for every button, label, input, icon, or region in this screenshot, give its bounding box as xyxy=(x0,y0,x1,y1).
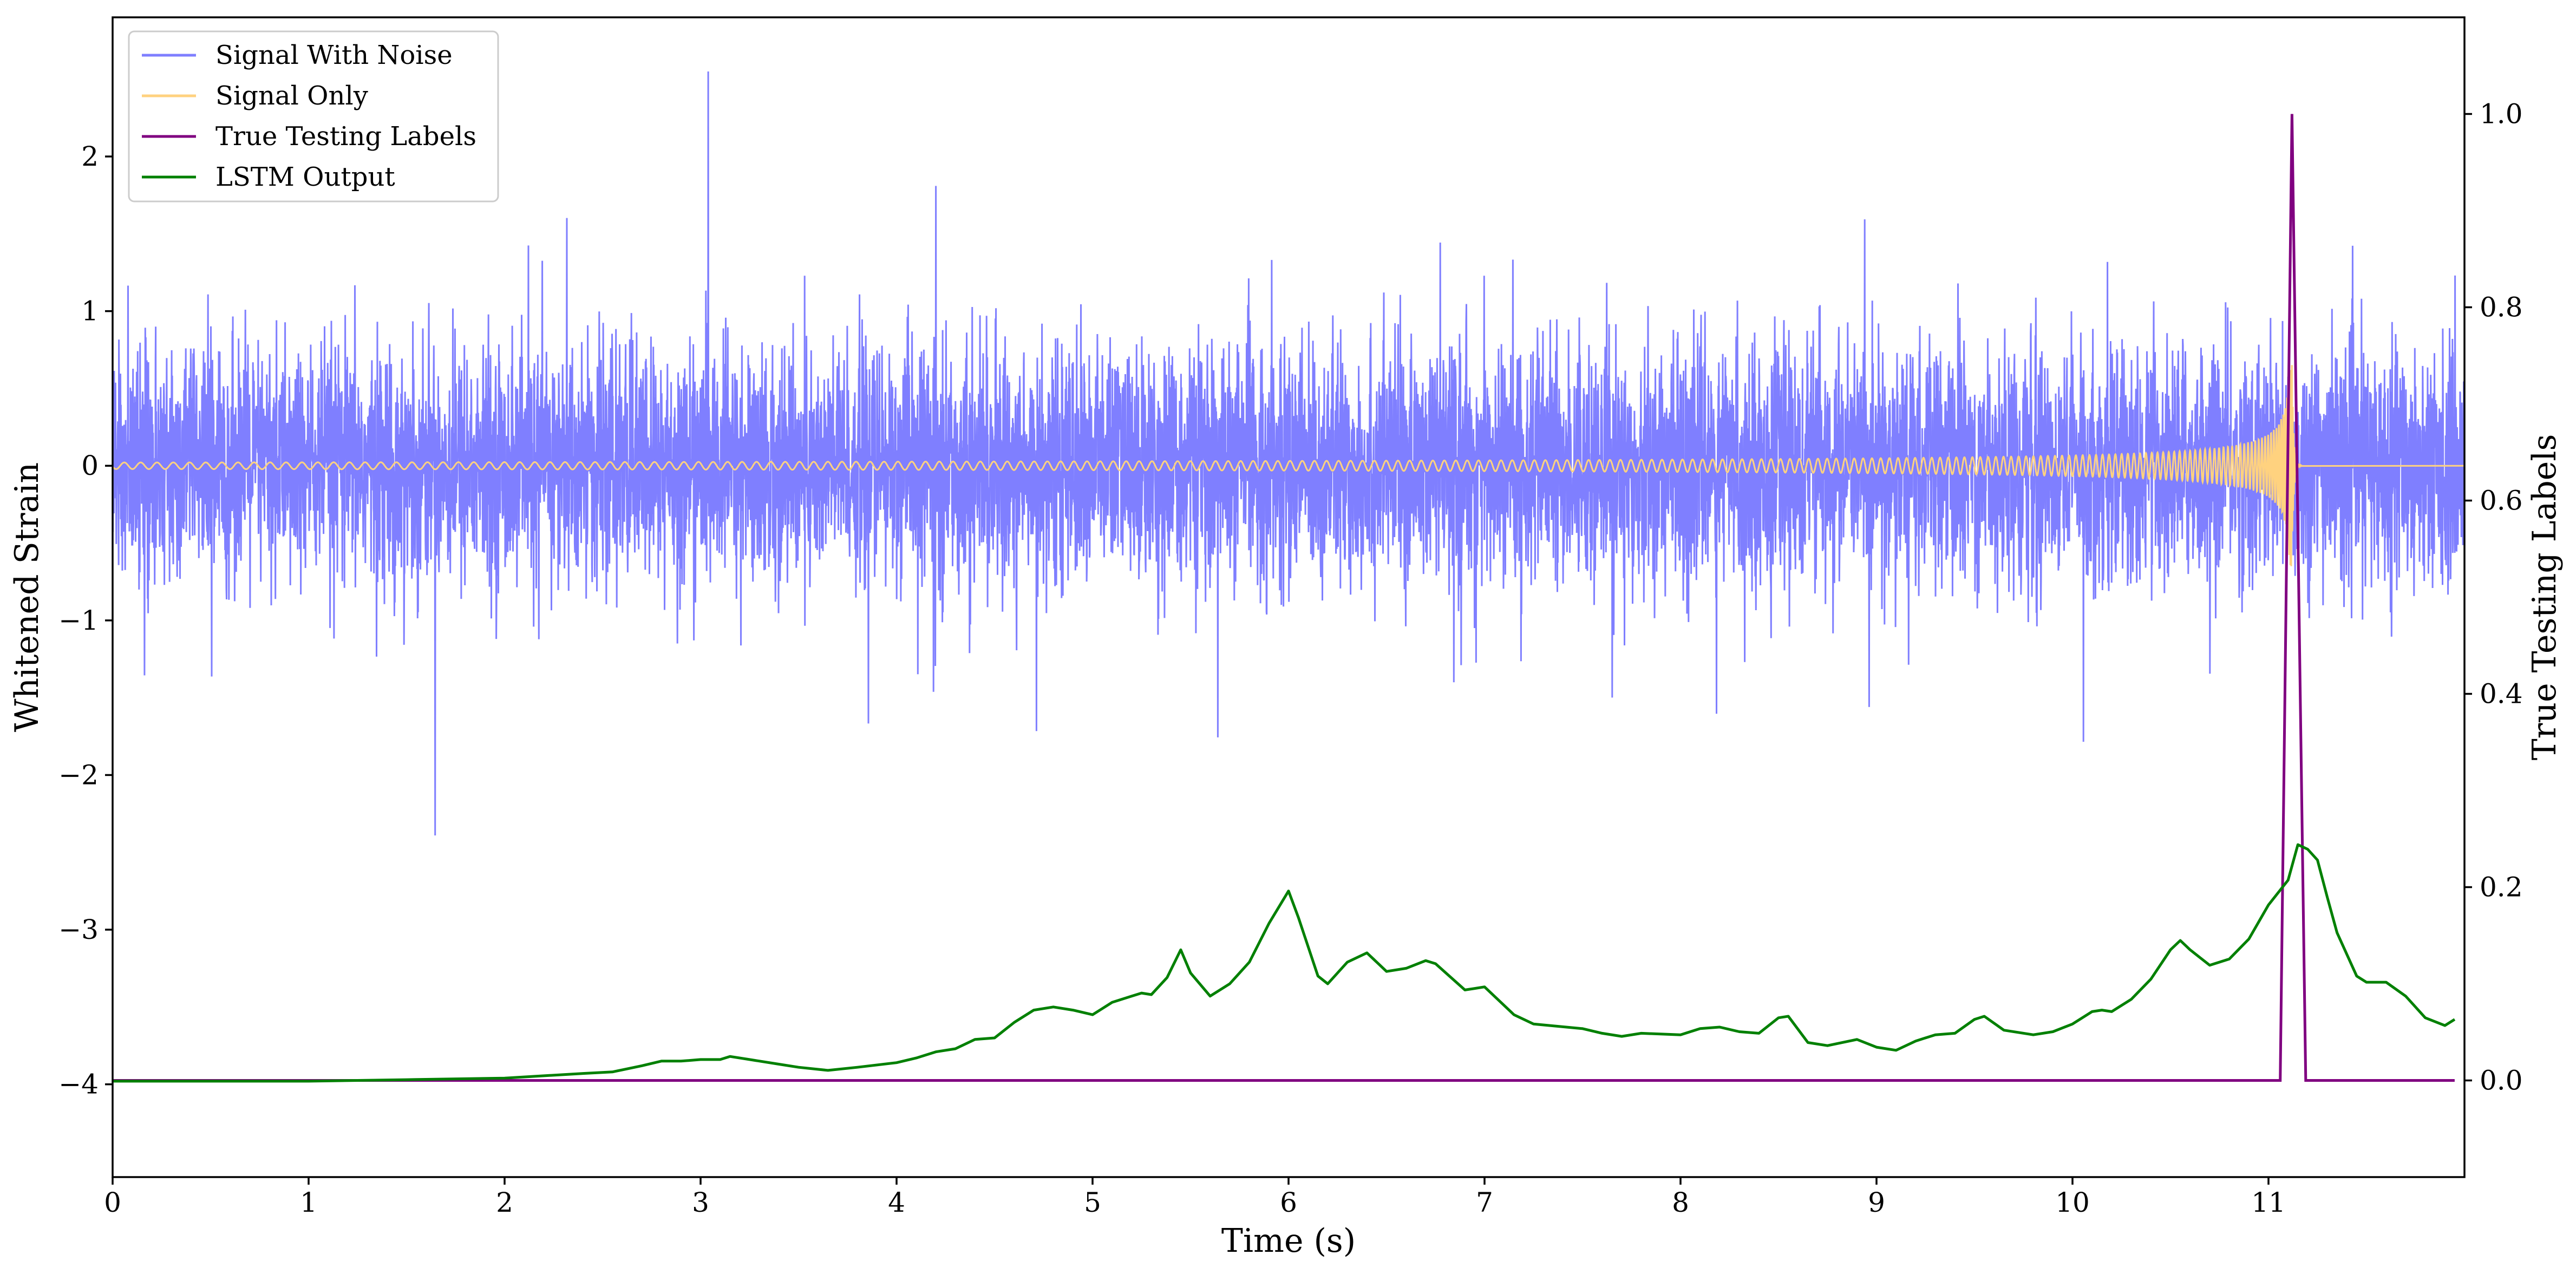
legend-label: True Testing Labels xyxy=(215,121,476,152)
series-true-testing-labels xyxy=(113,114,2455,1082)
x-tick-label: 3 xyxy=(692,1187,709,1218)
y2-tick-label: 0.0 xyxy=(2480,1065,2523,1096)
y2-tick-label: 0.6 xyxy=(2480,485,2523,517)
y-tick-label: 1 xyxy=(81,296,99,327)
series-lstm-output xyxy=(113,843,2456,1083)
y-tick-label: −3 xyxy=(58,914,99,945)
y2-tick-label: 1.0 xyxy=(2480,99,2523,130)
y-axis-title: Whitened Strain xyxy=(8,462,46,732)
x-axis-title: Time (s) xyxy=(1221,1222,1356,1260)
x-tick-label: 10 xyxy=(2055,1187,2090,1218)
x-tick-label: 4 xyxy=(888,1187,905,1218)
x-tick-label: 6 xyxy=(1280,1187,1297,1218)
y-tick-label: 0 xyxy=(81,450,99,481)
y-axis-left: −4 −3 −2 −1 0 1 2 xyxy=(58,141,113,1100)
x-tick-label: 5 xyxy=(1084,1187,1101,1218)
plot-area xyxy=(113,71,2464,1083)
y-axis-right: 0.0 0.2 0.4 0.6 0.8 1.0 xyxy=(2464,99,2523,1096)
y-tick-label: −1 xyxy=(58,605,99,636)
x-tick-label: 1 xyxy=(300,1187,317,1218)
x-tick-label: 8 xyxy=(1672,1187,1689,1218)
x-axis: 0 1 2 3 4 5 6 7 8 9 10 11 xyxy=(104,1177,2286,1218)
legend: Signal With Noise Signal Only True Testing… xyxy=(128,30,499,202)
x-tick-label: 9 xyxy=(1868,1187,1885,1218)
legend-label: Signal Only xyxy=(215,81,368,111)
y2-tick-label: 0.8 xyxy=(2480,292,2523,323)
x-tick-label: 7 xyxy=(1476,1187,1493,1218)
x-tick-label: 0 xyxy=(104,1187,121,1218)
y2-tick-label: 0.4 xyxy=(2480,678,2523,710)
x-tick-label: 11 xyxy=(2251,1187,2286,1218)
legend-frame xyxy=(128,30,499,202)
series-signal-with-noise xyxy=(113,71,2464,836)
y2-tick-label: 0.2 xyxy=(2480,872,2523,903)
legend-label: LSTM Output xyxy=(215,162,395,192)
y-tick-label: 2 xyxy=(81,141,99,172)
legend-label: Signal With Noise xyxy=(215,40,453,70)
x-tick-label: 2 xyxy=(496,1187,513,1218)
y-tick-label: −2 xyxy=(58,759,99,790)
y-tick-label: −4 xyxy=(58,1069,99,1100)
y2-axis-title: True Testing Labels xyxy=(2526,434,2564,761)
series-signal-only xyxy=(113,365,2464,566)
